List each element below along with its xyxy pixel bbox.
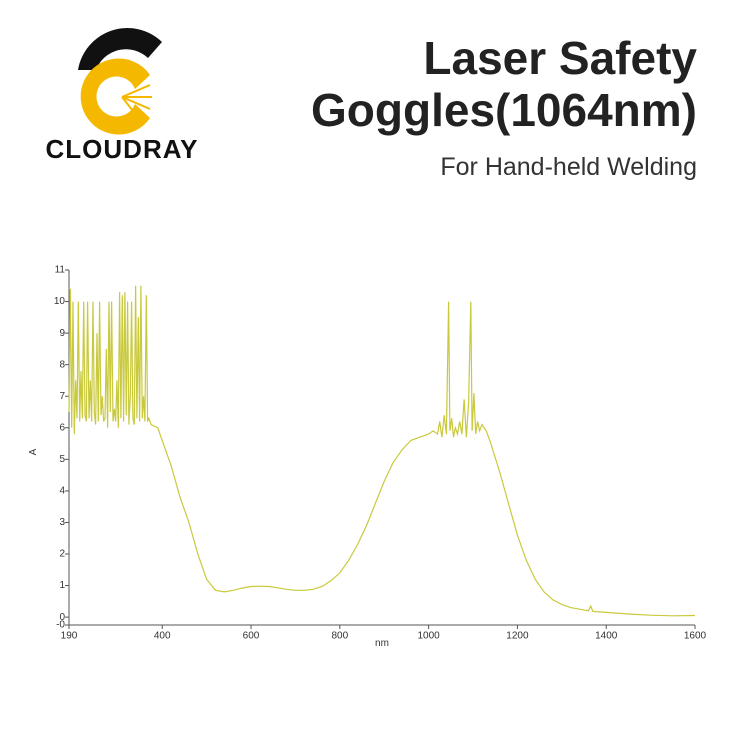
y-tick-label: 7 (59, 391, 65, 402)
y-tick-label: 1 (59, 580, 65, 591)
y-tick-label: -0 (56, 620, 65, 631)
x-tick-label: 190 (61, 631, 78, 642)
y-tick-label: 6 (59, 422, 65, 433)
subtitle: For Hand-held Welding (440, 153, 697, 181)
y-tick-label: 11 (55, 265, 66, 276)
x-tick-label: 1000 (417, 631, 440, 642)
title-line: Goggles(1064nm) (311, 84, 697, 136)
y-tick-label: 9 (59, 328, 65, 339)
y-axis-label: A (28, 448, 39, 455)
x-tick-label: 600 (243, 631, 260, 642)
x-tick-label: 1400 (595, 631, 618, 642)
y-tick-label: 10 (54, 296, 66, 307)
brand: CLOUDRAY (46, 134, 199, 164)
x-tick-label: 800 (331, 631, 348, 642)
spectrum-line (68, 285, 696, 617)
y-tick-label: 3 (59, 517, 65, 528)
y-tick-label: 0 (59, 612, 65, 623)
x-axis-label: nm (375, 638, 389, 649)
x-tick-label: 1200 (506, 631, 529, 642)
y-tick-label: 8 (59, 359, 65, 370)
y-tick-label: 2 (59, 549, 65, 560)
title-line: Laser Safety (423, 32, 697, 84)
y-tick-label: 5 (59, 454, 65, 465)
x-tick-label: 1600 (684, 631, 707, 642)
y-tick-label: 4 (59, 486, 65, 497)
logo: CLOUDRAY (46, 28, 199, 164)
x-tick-label: 400 (154, 631, 171, 642)
